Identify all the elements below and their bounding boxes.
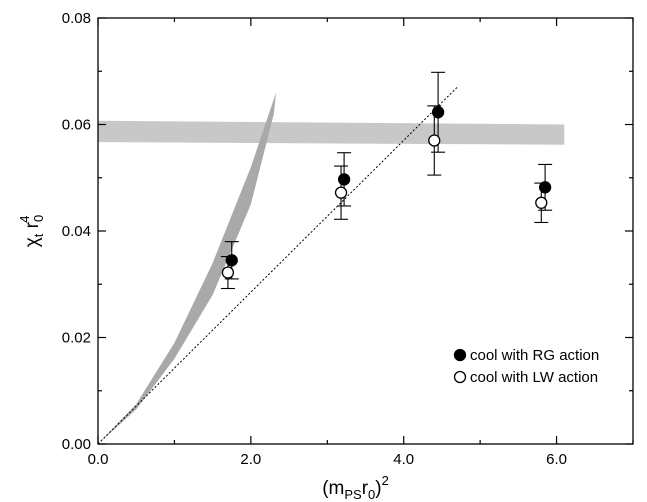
reference-line-dotted — [97, 86, 458, 445]
legend-label-lw: cool with LW action — [470, 369, 598, 386]
x-tick-label: 6.0 — [546, 451, 567, 468]
band-curve-band — [98, 92, 277, 445]
data-point-lw — [221, 266, 235, 279]
legend-marker-lw — [453, 370, 467, 384]
y-tick-label: 0.02 — [62, 330, 91, 347]
y-tick-label: 0.04 — [62, 223, 91, 240]
data-point-lw — [334, 186, 348, 199]
x-tick-label: 2.0 — [240, 451, 261, 468]
legend-label-rg: cool with RG action — [470, 347, 599, 364]
data-point-lw — [535, 196, 548, 209]
y-axis-title: χt r04 — [17, 215, 46, 247]
x-axis-title: (mPSr0)2 — [322, 473, 389, 502]
bands-layer — [98, 92, 565, 445]
data-point-rg — [538, 181, 552, 194]
y-tick-label: 0.00 — [62, 436, 91, 453]
band-horizontal-band — [98, 120, 565, 145]
x-tick-label: 4.0 — [393, 451, 414, 468]
y-tick-label: 0.06 — [62, 117, 91, 134]
data-point-rg — [225, 254, 238, 267]
legend: cool with RG action cool with LW action — [453, 347, 599, 386]
data-point-rg — [431, 106, 445, 119]
ticks-layer: 0.0 2.0 4.0 6.0 0.00 0.02 0.04 0.06 0.08 — [62, 10, 634, 468]
x-tick-label: 0.0 — [88, 451, 109, 468]
points-layer — [220, 71, 553, 290]
reference-lines-layer — [97, 86, 458, 445]
y-tick-label: 0.08 — [62, 10, 91, 27]
legend-marker-rg — [453, 348, 467, 362]
data-point-rg — [337, 173, 351, 186]
data-point-lw — [428, 134, 441, 147]
